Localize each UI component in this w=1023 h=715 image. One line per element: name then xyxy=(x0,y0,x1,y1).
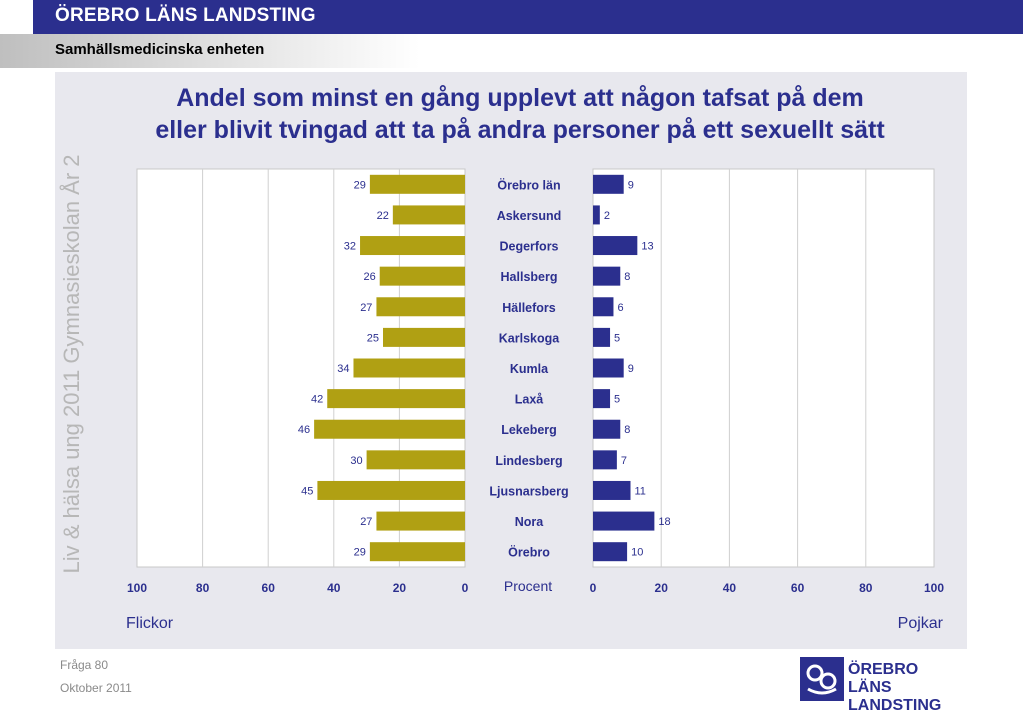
question-number: Fråga 80 xyxy=(60,658,109,672)
flickor-bar xyxy=(369,542,465,562)
category-label: Kumla xyxy=(510,362,549,376)
category-label: Lindesberg xyxy=(495,454,562,468)
flickor-bar xyxy=(314,419,465,439)
pojkar-bar xyxy=(593,266,621,286)
category-label: Hallsberg xyxy=(501,270,558,284)
unit-name: Samhällsmedicinska enheten xyxy=(55,41,265,58)
category-label: Ljusnarsberg xyxy=(489,484,568,498)
pojkar-bar xyxy=(593,327,611,347)
organization-name: ÖREBRO LÄNS LANDSTING xyxy=(55,5,316,26)
pojkar-bar xyxy=(593,297,614,317)
flickor-value-label: 30 xyxy=(350,455,362,467)
pojkar-value-label: 8 xyxy=(624,424,630,436)
series-name-pojkar: Pojkar xyxy=(898,615,944,632)
flickor-bar xyxy=(366,450,465,470)
pojkar-value-label: 11 xyxy=(635,485,646,497)
top-bar-band xyxy=(33,0,1023,34)
flickor-value-label: 34 xyxy=(337,363,349,375)
pojkar-value-label: 7 xyxy=(621,455,627,467)
pojkar-bar xyxy=(593,205,600,225)
flickor-bar xyxy=(327,389,465,409)
pojkar-value-label: 9 xyxy=(628,363,634,375)
right-tick-label: 80 xyxy=(859,581,873,595)
flickor-value-label: 42 xyxy=(311,394,323,406)
category-label: Örebro xyxy=(508,545,550,560)
category-label: Nora xyxy=(515,515,545,529)
flickor-bar xyxy=(383,327,465,347)
pojkar-bar xyxy=(593,358,624,378)
flickor-bar xyxy=(317,480,465,500)
flickor-bar xyxy=(376,297,465,317)
flickor-value-label: 45 xyxy=(301,485,313,497)
pojkar-value-label: 5 xyxy=(614,332,620,344)
pojkar-value-label: 2 xyxy=(604,210,610,222)
flickor-value-label: 29 xyxy=(354,179,366,191)
category-label: Karlskoga xyxy=(499,331,560,345)
left-tick-label: 20 xyxy=(393,581,407,595)
flickor-value-label: 25 xyxy=(367,332,379,344)
right-tick-label: 60 xyxy=(791,581,805,595)
pojkar-value-label: 5 xyxy=(614,394,620,406)
flickor-value-label: 29 xyxy=(354,547,366,559)
flickor-value-label: 26 xyxy=(363,271,375,283)
flickor-value-label: 22 xyxy=(377,210,389,222)
category-label: Askersund xyxy=(497,209,562,223)
left-tick-label: 100 xyxy=(127,581,147,595)
flickor-bar xyxy=(379,266,465,286)
pojkar-bar xyxy=(593,419,621,439)
report-date: Oktober 2011 xyxy=(60,681,132,695)
pojkar-value-label: 9 xyxy=(628,179,634,191)
pojkar-value-label: 8 xyxy=(624,271,630,283)
flickor-value-label: 27 xyxy=(360,302,372,314)
x-axis-label: Procent xyxy=(504,578,552,594)
flickor-bar xyxy=(353,358,465,378)
right-plot-area xyxy=(592,168,935,568)
chart-title-line-2: eller blivit tvingad att ta på andra per… xyxy=(155,116,885,144)
flickor-bar xyxy=(369,174,465,194)
logo-text: ÖREBRO LÄNS LANDSTING xyxy=(848,661,965,715)
pojkar-bar xyxy=(593,511,655,531)
pojkar-bar xyxy=(593,389,611,409)
flickor-bar xyxy=(376,511,465,531)
pojkar-bar xyxy=(593,480,631,500)
right-tick-label: 100 xyxy=(924,581,944,595)
right-tick-label: 20 xyxy=(655,581,669,595)
chart-title: Andel som minst en gång upplevt att någo… xyxy=(80,82,960,146)
flickor-value-label: 27 xyxy=(360,516,372,528)
top-bar: ÖREBRO LÄNS LANDSTING xyxy=(0,0,1023,34)
logo-line-1: ÖREBRO LÄNS xyxy=(848,661,919,696)
flickor-value-label: 32 xyxy=(344,241,356,253)
flickor-value-label: 46 xyxy=(298,424,310,436)
pojkar-bar xyxy=(593,542,628,562)
left-tick-label: 60 xyxy=(262,581,276,595)
landsting-logo-icon xyxy=(800,657,844,701)
left-tick-label: 80 xyxy=(196,581,210,595)
pojkar-value-label: 6 xyxy=(617,302,623,314)
category-label: Lekeberg xyxy=(501,423,557,437)
flickor-bar xyxy=(392,205,465,225)
chart-title-line-1: Andel som minst en gång upplevt att någo… xyxy=(176,84,864,112)
flickor-bar xyxy=(360,236,465,256)
series-name-flickor: Flickor xyxy=(126,615,174,632)
sub-bar: Samhällsmedicinska enheten xyxy=(0,34,420,68)
category-label: Laxå xyxy=(515,393,544,407)
logo-line-2: LANDSTING xyxy=(848,697,942,714)
right-tick-label: 40 xyxy=(723,581,737,595)
pojkar-value-label: 10 xyxy=(631,547,643,559)
pojkar-value-label: 18 xyxy=(658,516,670,528)
left-tick-label: 40 xyxy=(327,581,341,595)
category-label: Hällefors xyxy=(502,301,556,315)
category-label: Örebro län xyxy=(497,177,560,192)
right-tick-label: 0 xyxy=(590,581,597,595)
pojkar-bar xyxy=(593,236,638,256)
pojkar-bar xyxy=(593,174,624,194)
pojkar-bar xyxy=(593,450,617,470)
logo: ÖREBRO LÄNS LANDSTING xyxy=(800,657,965,714)
category-label: Degerfors xyxy=(499,240,558,254)
pojkar-value-label: 13 xyxy=(641,241,653,253)
left-tick-label: 0 xyxy=(462,581,469,595)
